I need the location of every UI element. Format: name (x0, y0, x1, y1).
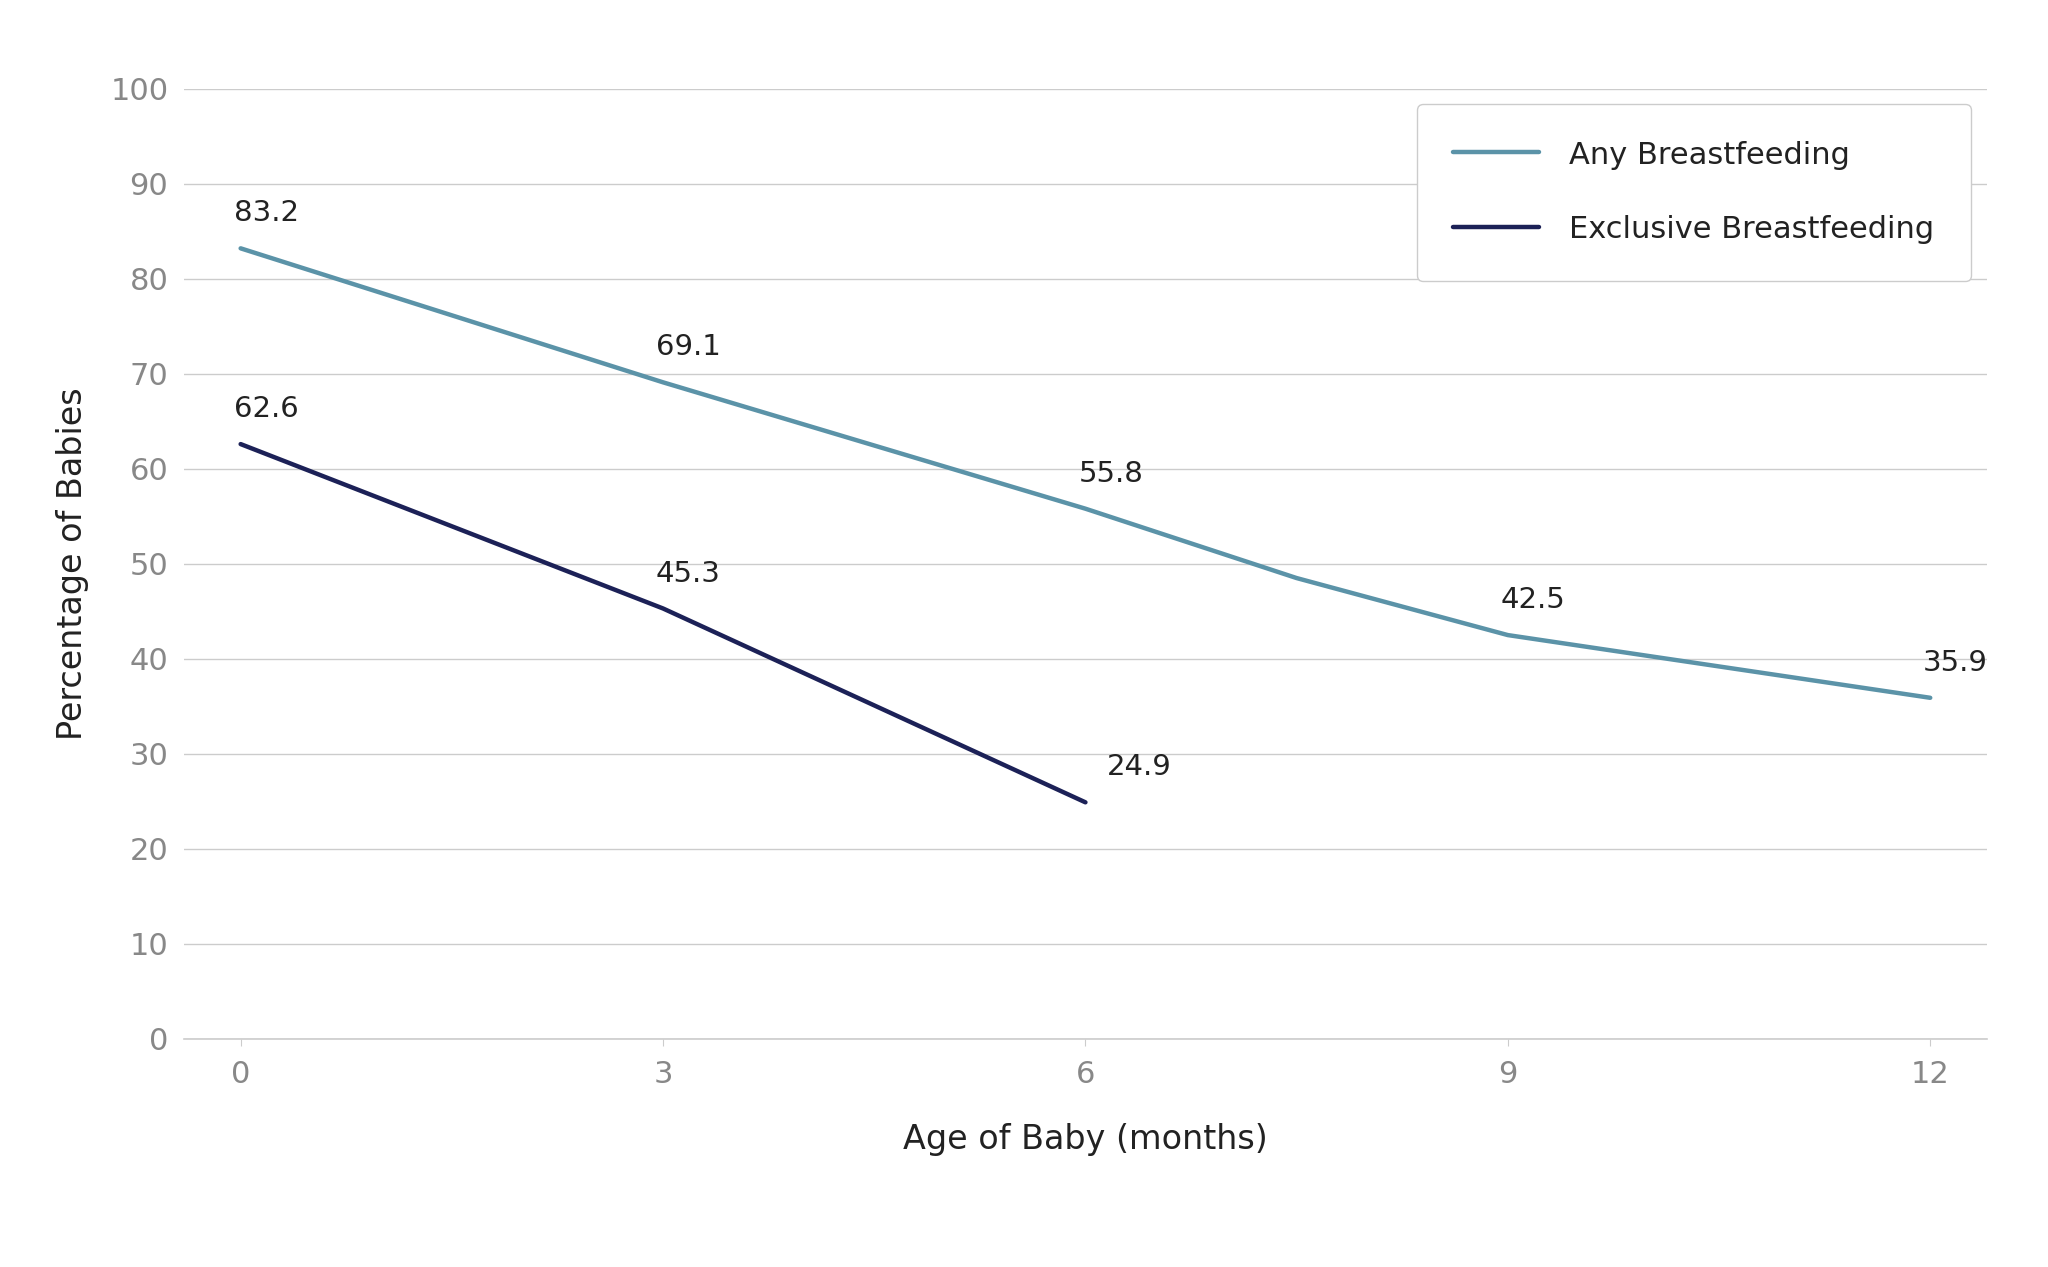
Text: 62.6: 62.6 (233, 395, 299, 423)
Any Breastfeeding (1495, 627, 1520, 642)
Text: 45.3: 45.3 (655, 560, 721, 588)
Text: 55.8: 55.8 (1079, 460, 1143, 488)
Legend: Any Breastfeeding, Exclusive Breastfeeding: Any Breastfeeding, Exclusive Breastfeedi… (1417, 104, 1972, 281)
Any Breastfeeding (227, 241, 254, 256)
Exclusive Breastfeeding (1073, 794, 1098, 810)
Any Breastfeeding (1919, 691, 1944, 706)
Text: 42.5: 42.5 (1501, 587, 1565, 614)
Text: 83.2: 83.2 (233, 199, 299, 227)
Text: 69.1: 69.1 (655, 333, 721, 361)
X-axis label: Age of Baby (months): Age of Baby (months) (903, 1124, 1268, 1157)
Exclusive Breastfeeding (227, 436, 254, 451)
Text: 24.9: 24.9 (1106, 754, 1171, 782)
Any Breastfeeding (1073, 500, 1098, 517)
Any Breastfeeding (651, 375, 676, 390)
Line: Any Breastfeeding: Any Breastfeeding (242, 248, 1931, 698)
Line: Exclusive Breastfeeding: Exclusive Breastfeeding (242, 443, 1085, 802)
Exclusive Breastfeeding (651, 601, 676, 616)
Any Breastfeeding (1284, 570, 1309, 585)
Text: 35.9: 35.9 (1923, 649, 1989, 677)
Y-axis label: Percentage of Babies: Percentage of Babies (57, 388, 90, 740)
